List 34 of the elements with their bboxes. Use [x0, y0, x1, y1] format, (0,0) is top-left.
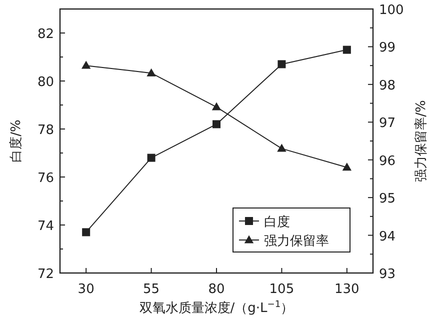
y2-tick-label: 97: [379, 116, 396, 132]
y2-tick-label: 96: [379, 154, 396, 169]
x-axis-title: 双氧水质量浓度/（g·L$^{−1}$）: [139, 300, 294, 316]
y2-tick-label: 94: [379, 229, 396, 244]
y-tick-label: 72: [37, 267, 54, 282]
point: [82, 228, 90, 236]
point: [81, 60, 91, 69]
y-tick-label: 82: [37, 27, 54, 42]
point: [212, 120, 220, 128]
y-tick-label: 76: [37, 171, 54, 186]
legend-label: 白度: [264, 214, 290, 230]
y-tick-label: 80: [37, 75, 54, 90]
y2-tick-label: 95: [379, 192, 396, 207]
y2-tick-label: 100: [379, 3, 404, 18]
y2-tick-label: 93: [379, 267, 396, 282]
y-tick-label: 74: [37, 219, 54, 234]
x-tick-label: 80: [208, 282, 225, 297]
point: [147, 154, 156, 162]
x-tick-label: 130: [334, 282, 360, 297]
x-tick-label: 105: [269, 282, 294, 297]
point: [278, 60, 286, 68]
y2-axis-title: 强力保留率/%: [413, 100, 429, 182]
x-tick-label: 30: [78, 282, 94, 297]
point: [342, 162, 352, 171]
point: [277, 144, 286, 152]
y2-tick-label: 98: [379, 78, 396, 94]
legend-label: 强力保留率: [264, 233, 329, 249]
y-tick-label: 78: [37, 123, 54, 138]
y2-tick-label: 99: [379, 40, 396, 56]
point: [212, 102, 222, 110]
y-axis-title: 白度/%: [8, 120, 24, 162]
x-tick-label: 55: [143, 282, 160, 297]
point: [146, 68, 156, 76]
point: [342, 46, 351, 54]
